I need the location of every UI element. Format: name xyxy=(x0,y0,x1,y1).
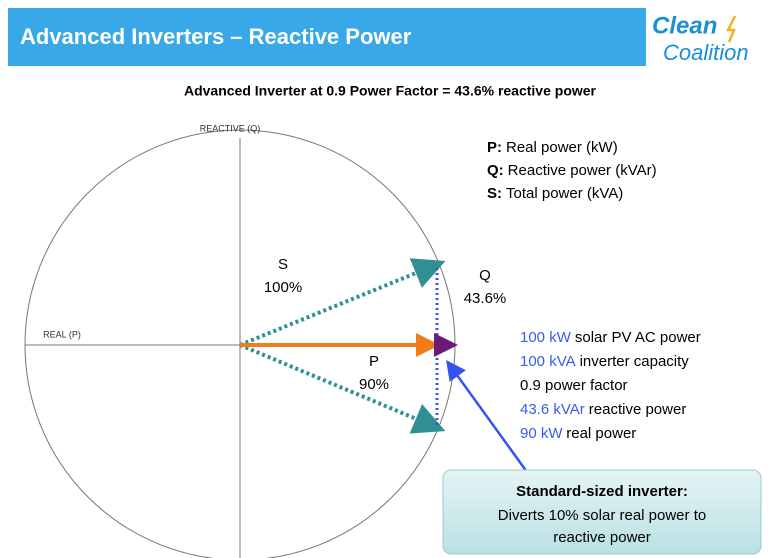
legend-item: P: Real power (kW) xyxy=(487,139,618,156)
spec-item: 0.9 power factor xyxy=(520,377,628,394)
axis-label: REACTIVE (Q) xyxy=(200,123,261,133)
vector-percent: 43.6% xyxy=(464,290,507,307)
spec-text: reactive power xyxy=(589,401,687,418)
spec-highlight: 43.6 kVAr xyxy=(520,401,585,418)
spec-item: 90 kW real power xyxy=(520,425,636,442)
spec-highlight: 100 kW xyxy=(520,329,572,346)
s-vector xyxy=(239,258,446,347)
vector-percent: 100% xyxy=(264,279,302,296)
vector-label: Q xyxy=(479,267,491,284)
callout-box xyxy=(442,469,762,555)
legend: P: Real power (kW)Q: Reactive power (kVAr)… xyxy=(487,139,657,202)
subtitle: Advanced Inverter at 0.9 Power Factor = … xyxy=(184,83,597,99)
logo-bottom: Coalition xyxy=(663,40,749,65)
callout-line: Diverts 10% solar real power to xyxy=(498,507,706,524)
spec-item: 100 kW solar PV AC power xyxy=(520,329,701,346)
spec-highlight: 90 kW xyxy=(520,425,563,442)
vector-label: S xyxy=(278,256,288,273)
callout-text: Diverts 10% solar real power to reactive … xyxy=(498,507,706,546)
legend-text: Reactive power (kVAr) xyxy=(508,162,657,179)
spec-text: solar PV AC power xyxy=(575,329,701,346)
spec-text: real power xyxy=(566,425,636,442)
legend-key: S: xyxy=(487,185,502,202)
spec-highlight: 100 kVA xyxy=(520,353,576,370)
spec-text: 0.9 power factor xyxy=(520,377,628,394)
axis-label: REAL (P) xyxy=(43,329,81,339)
legend-key: P: xyxy=(487,139,502,156)
legend-key: Q: xyxy=(487,162,504,179)
logo-top: Clean xyxy=(652,12,717,39)
specs: 100 kW solar PV AC power 100 kVA inverter c… xyxy=(520,329,701,442)
legend-item: S: Total power (kVA) xyxy=(487,185,623,202)
callout-arrow xyxy=(446,359,529,473)
vector-label: P xyxy=(369,353,379,370)
s-vector xyxy=(239,343,446,434)
callout-line: reactive power xyxy=(553,529,651,546)
spec-item: 100 kVA inverter capacity xyxy=(520,353,689,370)
vector-percent: 90% xyxy=(359,376,389,393)
header-title: Advanced Inverters – Reactive Power xyxy=(20,24,412,49)
legend-text: Real power (kW) xyxy=(506,139,618,156)
spec-item: 43.6 kVAr reactive power xyxy=(520,401,686,418)
spec-text: inverter capacity xyxy=(580,353,690,370)
legend-item: Q: Reactive power (kVAr) xyxy=(487,162,657,179)
logo-bolt xyxy=(725,15,737,43)
legend-text: Total power (kVA) xyxy=(506,185,623,202)
header-bar xyxy=(8,8,646,66)
callout-title: Standard-sized inverter: xyxy=(516,483,688,500)
